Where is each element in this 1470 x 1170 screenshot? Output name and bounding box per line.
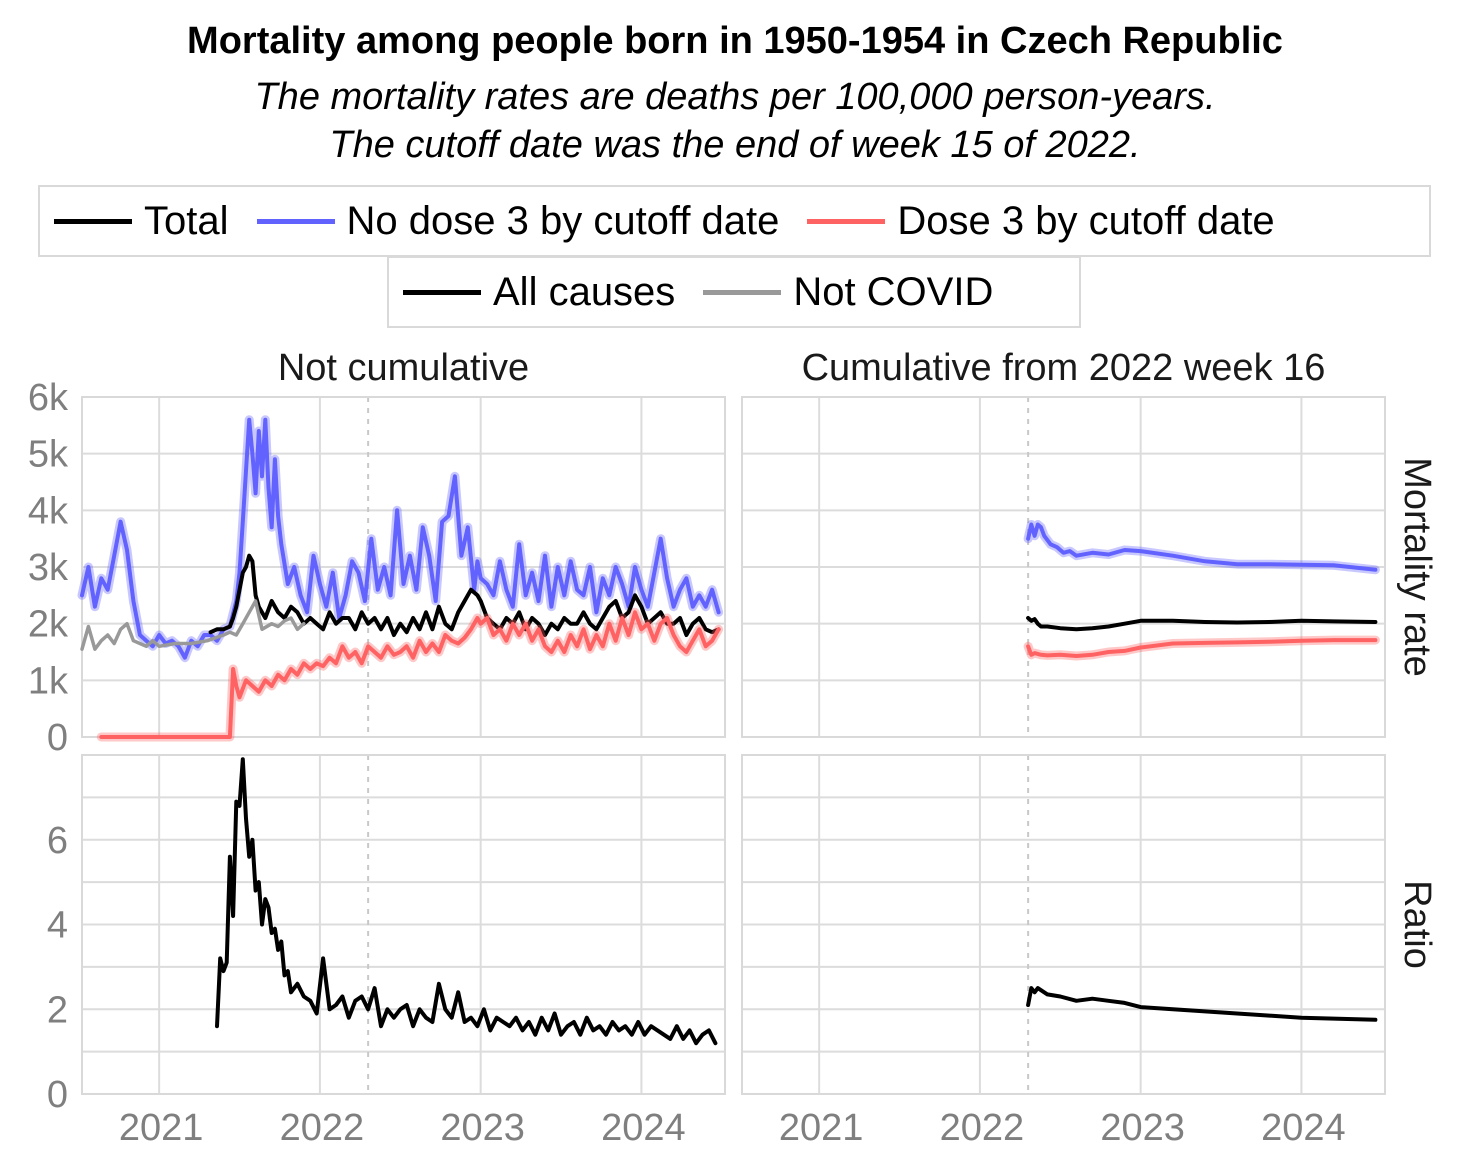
panel-border bbox=[81, 754, 726, 1095]
panel-border bbox=[741, 396, 1386, 738]
x-tick-label: 2022 bbox=[940, 1107, 1025, 1149]
chart-subtitle-line-2: The cutoff date was the end of week 15 o… bbox=[329, 124, 1141, 166]
legend-item-no-dose-3: No dose 3 by cutoff date bbox=[243, 198, 780, 244]
legend-label-not-covid: Not COVID bbox=[793, 269, 994, 314]
y-tick-label-rate: 4k bbox=[28, 490, 69, 532]
series-line bbox=[80, 417, 721, 660]
x-tick-label: 2024 bbox=[601, 1107, 686, 1149]
y-tick-label-rate: 3k bbox=[28, 547, 69, 589]
y-tick-label-ratio: 4 bbox=[47, 905, 68, 947]
legend-label-dose-3: Dose 3 by cutoff date bbox=[897, 198, 1275, 243]
legend-key-dose-3 bbox=[807, 218, 886, 224]
x-tick-label: 2021 bbox=[779, 1107, 864, 1149]
series-line bbox=[1026, 616, 1378, 632]
legend-key-not-covid bbox=[703, 289, 782, 295]
x-tick-label: 2024 bbox=[1261, 1107, 1346, 1149]
series-band bbox=[1023, 520, 1380, 575]
legend-item-dose-3: Dose 3 by cutoff date bbox=[793, 198, 1275, 244]
legend-key-all-causes bbox=[403, 289, 481, 295]
legend-key-total bbox=[54, 218, 132, 224]
series-line bbox=[208, 553, 721, 637]
y-tick-label-rate: 6k bbox=[28, 377, 69, 419]
y-tick-label-ratio: 2 bbox=[47, 989, 68, 1031]
series-line bbox=[80, 599, 306, 651]
facet-row-label: Mortality rate bbox=[1396, 457, 1438, 677]
legend-label-no-dose-3: No dose 3 by cutoff date bbox=[346, 198, 780, 243]
facet-row-label: Ratio bbox=[1396, 880, 1438, 969]
series-line bbox=[1026, 638, 1378, 658]
y-tick-label-ratio: 0 bbox=[47, 1074, 68, 1116]
legend-item-total: Total bbox=[40, 199, 229, 244]
y-tick-label-rate: 1k bbox=[28, 660, 69, 702]
facet-column-label: Cumulative from 2022 week 16 bbox=[802, 347, 1326, 389]
x-tick-label: 2022 bbox=[280, 1107, 365, 1149]
series-line bbox=[215, 757, 718, 1046]
series-line bbox=[99, 610, 721, 739]
y-tick-label-ratio: 6 bbox=[47, 820, 68, 862]
y-tick-label-rate: 5k bbox=[28, 434, 69, 476]
y-tick-label-rate: 0 bbox=[47, 717, 68, 759]
legend-item-not-covid: Not COVID bbox=[689, 270, 993, 315]
legend-label-all-causes: All causes bbox=[493, 269, 676, 314]
legend-item-all-causes: All causes bbox=[389, 270, 675, 315]
legend-key-no-dose-3 bbox=[256, 218, 335, 224]
facet-column-label: Not cumulative bbox=[278, 347, 529, 389]
x-tick-label: 2023 bbox=[1100, 1107, 1185, 1149]
x-tick-label: 2021 bbox=[119, 1107, 204, 1149]
panel-border bbox=[741, 754, 1386, 1095]
legend-causes: All causes Not COVID bbox=[387, 256, 1081, 328]
series-line bbox=[1026, 986, 1378, 1022]
chart-subtitle-line-1: The mortality rates are deaths per 100,0… bbox=[254, 76, 1216, 118]
y-tick-label-rate: 2k bbox=[28, 604, 69, 646]
chart-title: Mortality among people born in 1950-1954… bbox=[187, 20, 1283, 62]
legend-label-total: Total bbox=[144, 198, 229, 243]
series-line bbox=[1026, 522, 1378, 572]
panel-border bbox=[81, 396, 726, 738]
x-tick-label: 2023 bbox=[440, 1107, 525, 1149]
